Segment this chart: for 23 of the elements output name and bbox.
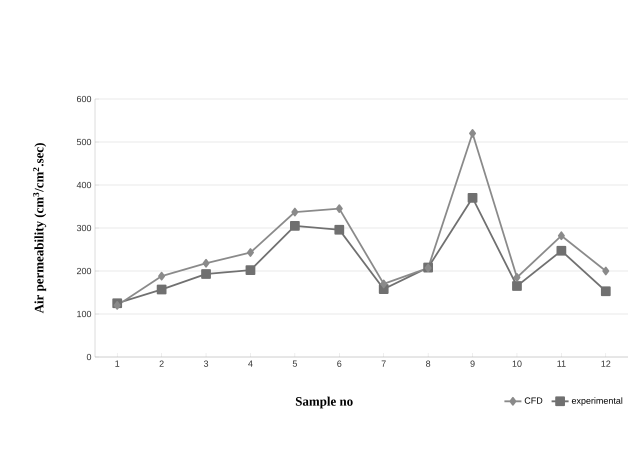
x-tick-label: 11 — [557, 360, 566, 367]
x-tick-label: 7 — [382, 360, 386, 367]
y-tick-label: 300 — [76, 224, 92, 232]
x-tick-label: 1 — [115, 360, 120, 367]
y-axis-title: Air permeability (cm$^{3}$/cm$^{2}$.sec) — [33, 143, 46, 314]
x-tick-label: 6 — [337, 360, 342, 367]
y-tick-label: 400 — [76, 182, 92, 188]
legend-label: CFD — [524, 397, 542, 404]
x-tick-label: 5 — [292, 360, 297, 367]
y-tick-label: 500 — [76, 138, 92, 146]
x-tick-label: 3 — [204, 360, 208, 367]
legend-label: experimental — [572, 397, 622, 406]
y-tick-label: 100 — [77, 310, 92, 318]
y-tick-label: 0 — [86, 354, 92, 360]
x-tick-label: 8 — [426, 360, 430, 367]
y-tick-label: 200 — [76, 268, 92, 274]
x-axis-title: Sample no — [296, 396, 353, 408]
x-tick-label: 10 — [512, 360, 522, 367]
x-tick-label: 4 — [248, 360, 253, 367]
y-tick-label: 600 — [76, 96, 92, 102]
x-tick-label: 9 — [470, 360, 475, 367]
x-tick-label: 2 — [160, 360, 164, 367]
x-tick-label: 12 — [601, 360, 610, 367]
